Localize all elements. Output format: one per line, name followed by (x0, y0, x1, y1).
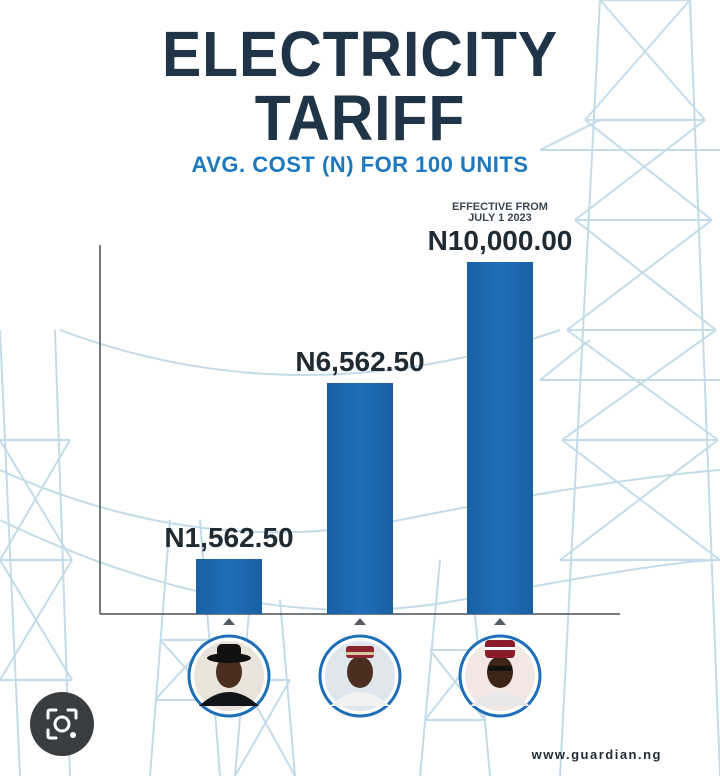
title-line-1: ELECTRICITY (161, 18, 559, 90)
marker-1-icon (223, 618, 235, 625)
effective-note-line-2: JULY 1 2023 (468, 212, 532, 224)
portrait-3-icon (458, 634, 542, 718)
title-line-2: TARIFF (254, 82, 466, 154)
portrait-2-icon (318, 634, 402, 718)
bar-2-value-label: N6,562.50 (295, 346, 424, 377)
bar-3-value-label: N10,000.00 (428, 225, 573, 256)
bar-1 (196, 559, 262, 614)
subtitle: AVG. COST (N) FOR 100 UNITS (191, 152, 529, 177)
bar-1-value-label: N1,562.50 (164, 522, 293, 553)
marker-2-icon (354, 618, 366, 625)
effective-note: EFFECTIVE FROM JULY 1 2023 (420, 202, 580, 224)
bar-2 (327, 383, 393, 614)
effective-note-line-1: EFFECTIVE FROM (452, 201, 548, 213)
bar-3 (467, 262, 533, 614)
lens-search-icon (46, 708, 78, 740)
marker-3-icon (494, 618, 506, 625)
source-credit: www.guardian.ng (531, 747, 662, 762)
portrait-1-icon (187, 634, 271, 718)
lens-search-button[interactable] (30, 692, 94, 756)
